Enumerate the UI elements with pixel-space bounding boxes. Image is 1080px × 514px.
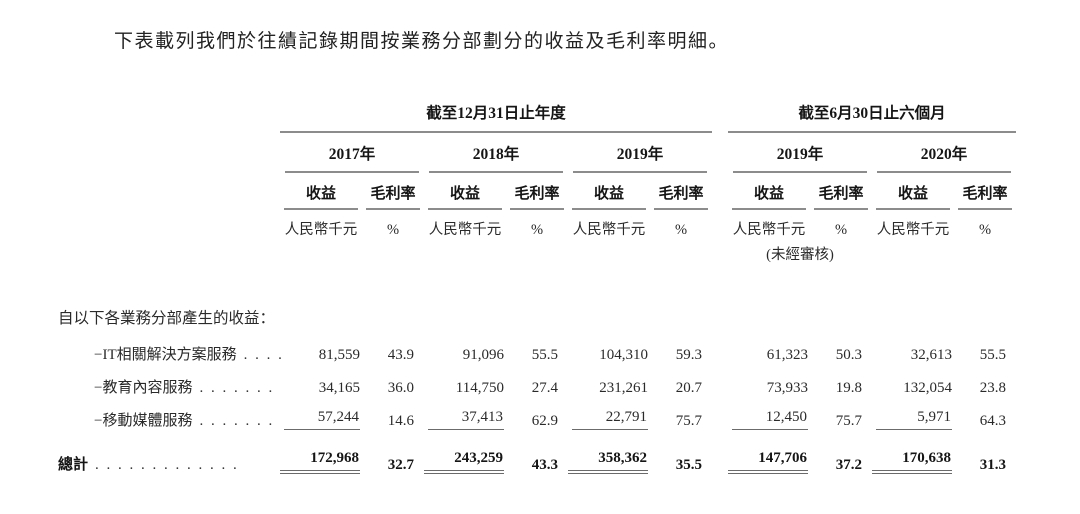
margin-column-header: 毛利率 <box>506 173 568 210</box>
revenue-value-cell: 22,791 <box>568 402 650 435</box>
total-revenue-cell: 147,706 <box>728 435 810 476</box>
margin-value-cell: 62.9 <box>531 413 558 429</box>
period-group-title: 截至12月31日止年度 <box>426 105 566 122</box>
year-header-2018: 2018年 <box>424 132 568 173</box>
revenue-value-cell: 73,933 <box>766 380 809 396</box>
margin-value-cell: 59.3 <box>675 347 703 363</box>
margin-value-cell: 20.7 <box>675 380 703 396</box>
revenue-value-cell: 231,261 <box>599 380 648 396</box>
revenue-column-header: 收益 <box>568 173 650 210</box>
total-row: 總計. . . . . . . . . . . . . 172,968 32.7… <box>58 435 1016 476</box>
financial-table: 截至12月31日止年度 截至6月30日止六個月 2017年 2018年 2019… <box>58 97 1017 476</box>
revenue-unit-label: 人民幣千元 <box>876 222 950 238</box>
total-revenue-cell: 170,638 <box>872 435 954 476</box>
segment-row-label: −IT相關解決方案服務. . . . <box>94 347 284 363</box>
percent-unit-label: % <box>530 222 544 238</box>
margin-column-header: 毛利率 <box>362 173 424 210</box>
revenue-unit-label: 人民幣千元 <box>732 222 806 238</box>
revenue-unit-label: 人民幣千元 <box>428 222 502 238</box>
revenue-value-cell: 12,450 <box>728 402 810 435</box>
leader-dots: . . . . <box>243 347 284 363</box>
total-margin-cell: 43.3 <box>531 457 558 473</box>
margin-value-cell: 43.9 <box>387 347 414 363</box>
table-row: −移動媒體服務. . . . . . . 57,244 14.6 37,413 … <box>58 402 1016 435</box>
revenue-column-header: 收益 <box>728 173 810 210</box>
margin-value-cell: 50.3 <box>835 347 863 363</box>
revenue-value-cell: 114,750 <box>455 380 504 396</box>
leader-dots: . . . . . . . <box>199 413 275 429</box>
revenue-column-header: 收益 <box>872 173 954 210</box>
year-header-2020-interim: 2020年 <box>872 132 1016 173</box>
margin-column-header: 毛利率 <box>954 173 1016 210</box>
year-header-2019-interim: 2019年 <box>728 132 872 173</box>
leader-dots: . . . . . . . <box>199 380 275 396</box>
year-header-row: 2017年 2018年 2019年 2019年 2020年 <box>58 132 1016 173</box>
period-group-header-annual: 截至12月31日止年度 <box>280 97 713 133</box>
revenue-value-cell: 37,413 <box>424 402 506 435</box>
leader-dots: . . . . . . . . . . . . . <box>95 457 239 473</box>
total-revenue-cell: 172,968 <box>280 435 362 476</box>
percent-unit-label: % <box>834 222 848 238</box>
revenue-value-cell: 104,310 <box>599 347 648 363</box>
segment-row-label: −教育內容服務. . . . . . . <box>94 380 275 396</box>
total-margin-cell: 32.7 <box>387 457 414 473</box>
year-header-2019: 2019年 <box>568 132 712 173</box>
margin-value-cell: 55.5 <box>531 347 558 363</box>
percent-unit-label: % <box>978 222 992 238</box>
total-label: 總計. . . . . . . . . . . . . <box>58 457 239 473</box>
total-revenue-cell: 243,259 <box>424 435 506 476</box>
revenue-value-cell: 132,054 <box>903 380 953 396</box>
document-page: 下表載列我們於往績記錄期間按業務分部劃分的收益及毛利率明細。 截至12月31日止… <box>58 31 1017 476</box>
revenue-value-cell: 91,096 <box>462 347 504 363</box>
revenue-value-cell: 5,971 <box>872 402 954 435</box>
revenue-column-header: 收益 <box>280 173 362 210</box>
revenue-value-cell: 57,244 <box>280 402 362 435</box>
revenue-unit-label: 人民幣千元 <box>284 222 358 238</box>
period-group-row: 截至12月31日止年度 截至6月30日止六個月 <box>58 97 1017 133</box>
margin-value-cell: 19.8 <box>835 380 863 396</box>
period-group-header-six-months: 截至6月30日止六個月 <box>728 97 1017 133</box>
total-margin-cell: 31.3 <box>979 457 1007 473</box>
percent-unit-label: % <box>674 222 688 238</box>
segment-row-label: −移動媒體服務. . . . . . . <box>94 413 275 429</box>
margin-value-cell: 27.4 <box>531 380 558 396</box>
revenue-unit-label: 人民幣千元 <box>572 222 646 238</box>
revenue-section-label: 自以下各業務分部產生的收益： <box>58 310 276 327</box>
margin-column-header: 毛利率 <box>810 173 872 210</box>
margin-value-cell: 75.7 <box>835 413 863 429</box>
revenue-column-header: 收益 <box>424 173 506 210</box>
revenue-value-cell: 34,165 <box>318 380 360 396</box>
unaudited-row: (未經審核) <box>58 239 1016 264</box>
total-margin-cell: 37.2 <box>835 457 863 473</box>
revenue-value-cell: 81,559 <box>318 347 360 363</box>
total-margin-cell: 35.5 <box>675 457 703 473</box>
year-header-2017: 2017年 <box>280 132 424 173</box>
column-header-row: 收益 毛利率 收益 毛利率 收益 毛利率 收益 毛利率 收益 毛利率 <box>58 173 1016 210</box>
table-row: −IT相關解決方案服務. . . . 81,559 43.9 91,096 55… <box>58 336 1016 369</box>
units-row: 人民幣千元 % 人民幣千元 % 人民幣千元 % 人民幣千元 % 人民幣千元 % <box>58 210 1016 239</box>
section-row: 自以下各業務分部產生的收益： <box>58 264 1016 336</box>
margin-value-cell: 14.6 <box>387 413 414 429</box>
revenue-value-cell: 32,613 <box>910 347 953 363</box>
total-revenue-cell: 358,362 <box>568 435 650 476</box>
margin-value-cell: 36.0 <box>387 380 414 396</box>
percent-unit-label: % <box>386 222 400 238</box>
intro-paragraph: 下表載列我們於往績記錄期間按業務分部劃分的收益及毛利率明細。 <box>114 31 730 52</box>
revenue-value-cell: 61,323 <box>766 347 809 363</box>
unaudited-note: (未經審核) <box>766 247 834 263</box>
margin-value-cell: 55.5 <box>979 347 1007 363</box>
margin-value-cell: 75.7 <box>675 413 703 429</box>
table-row: −教育內容服務. . . . . . . 34,165 36.0 114,750… <box>58 369 1016 402</box>
margin-value-cell: 23.8 <box>979 380 1007 396</box>
period-group-title: 截至6月30日止六個月 <box>798 105 946 122</box>
margin-column-header: 毛利率 <box>650 173 712 210</box>
margin-value-cell: 64.3 <box>979 413 1007 429</box>
